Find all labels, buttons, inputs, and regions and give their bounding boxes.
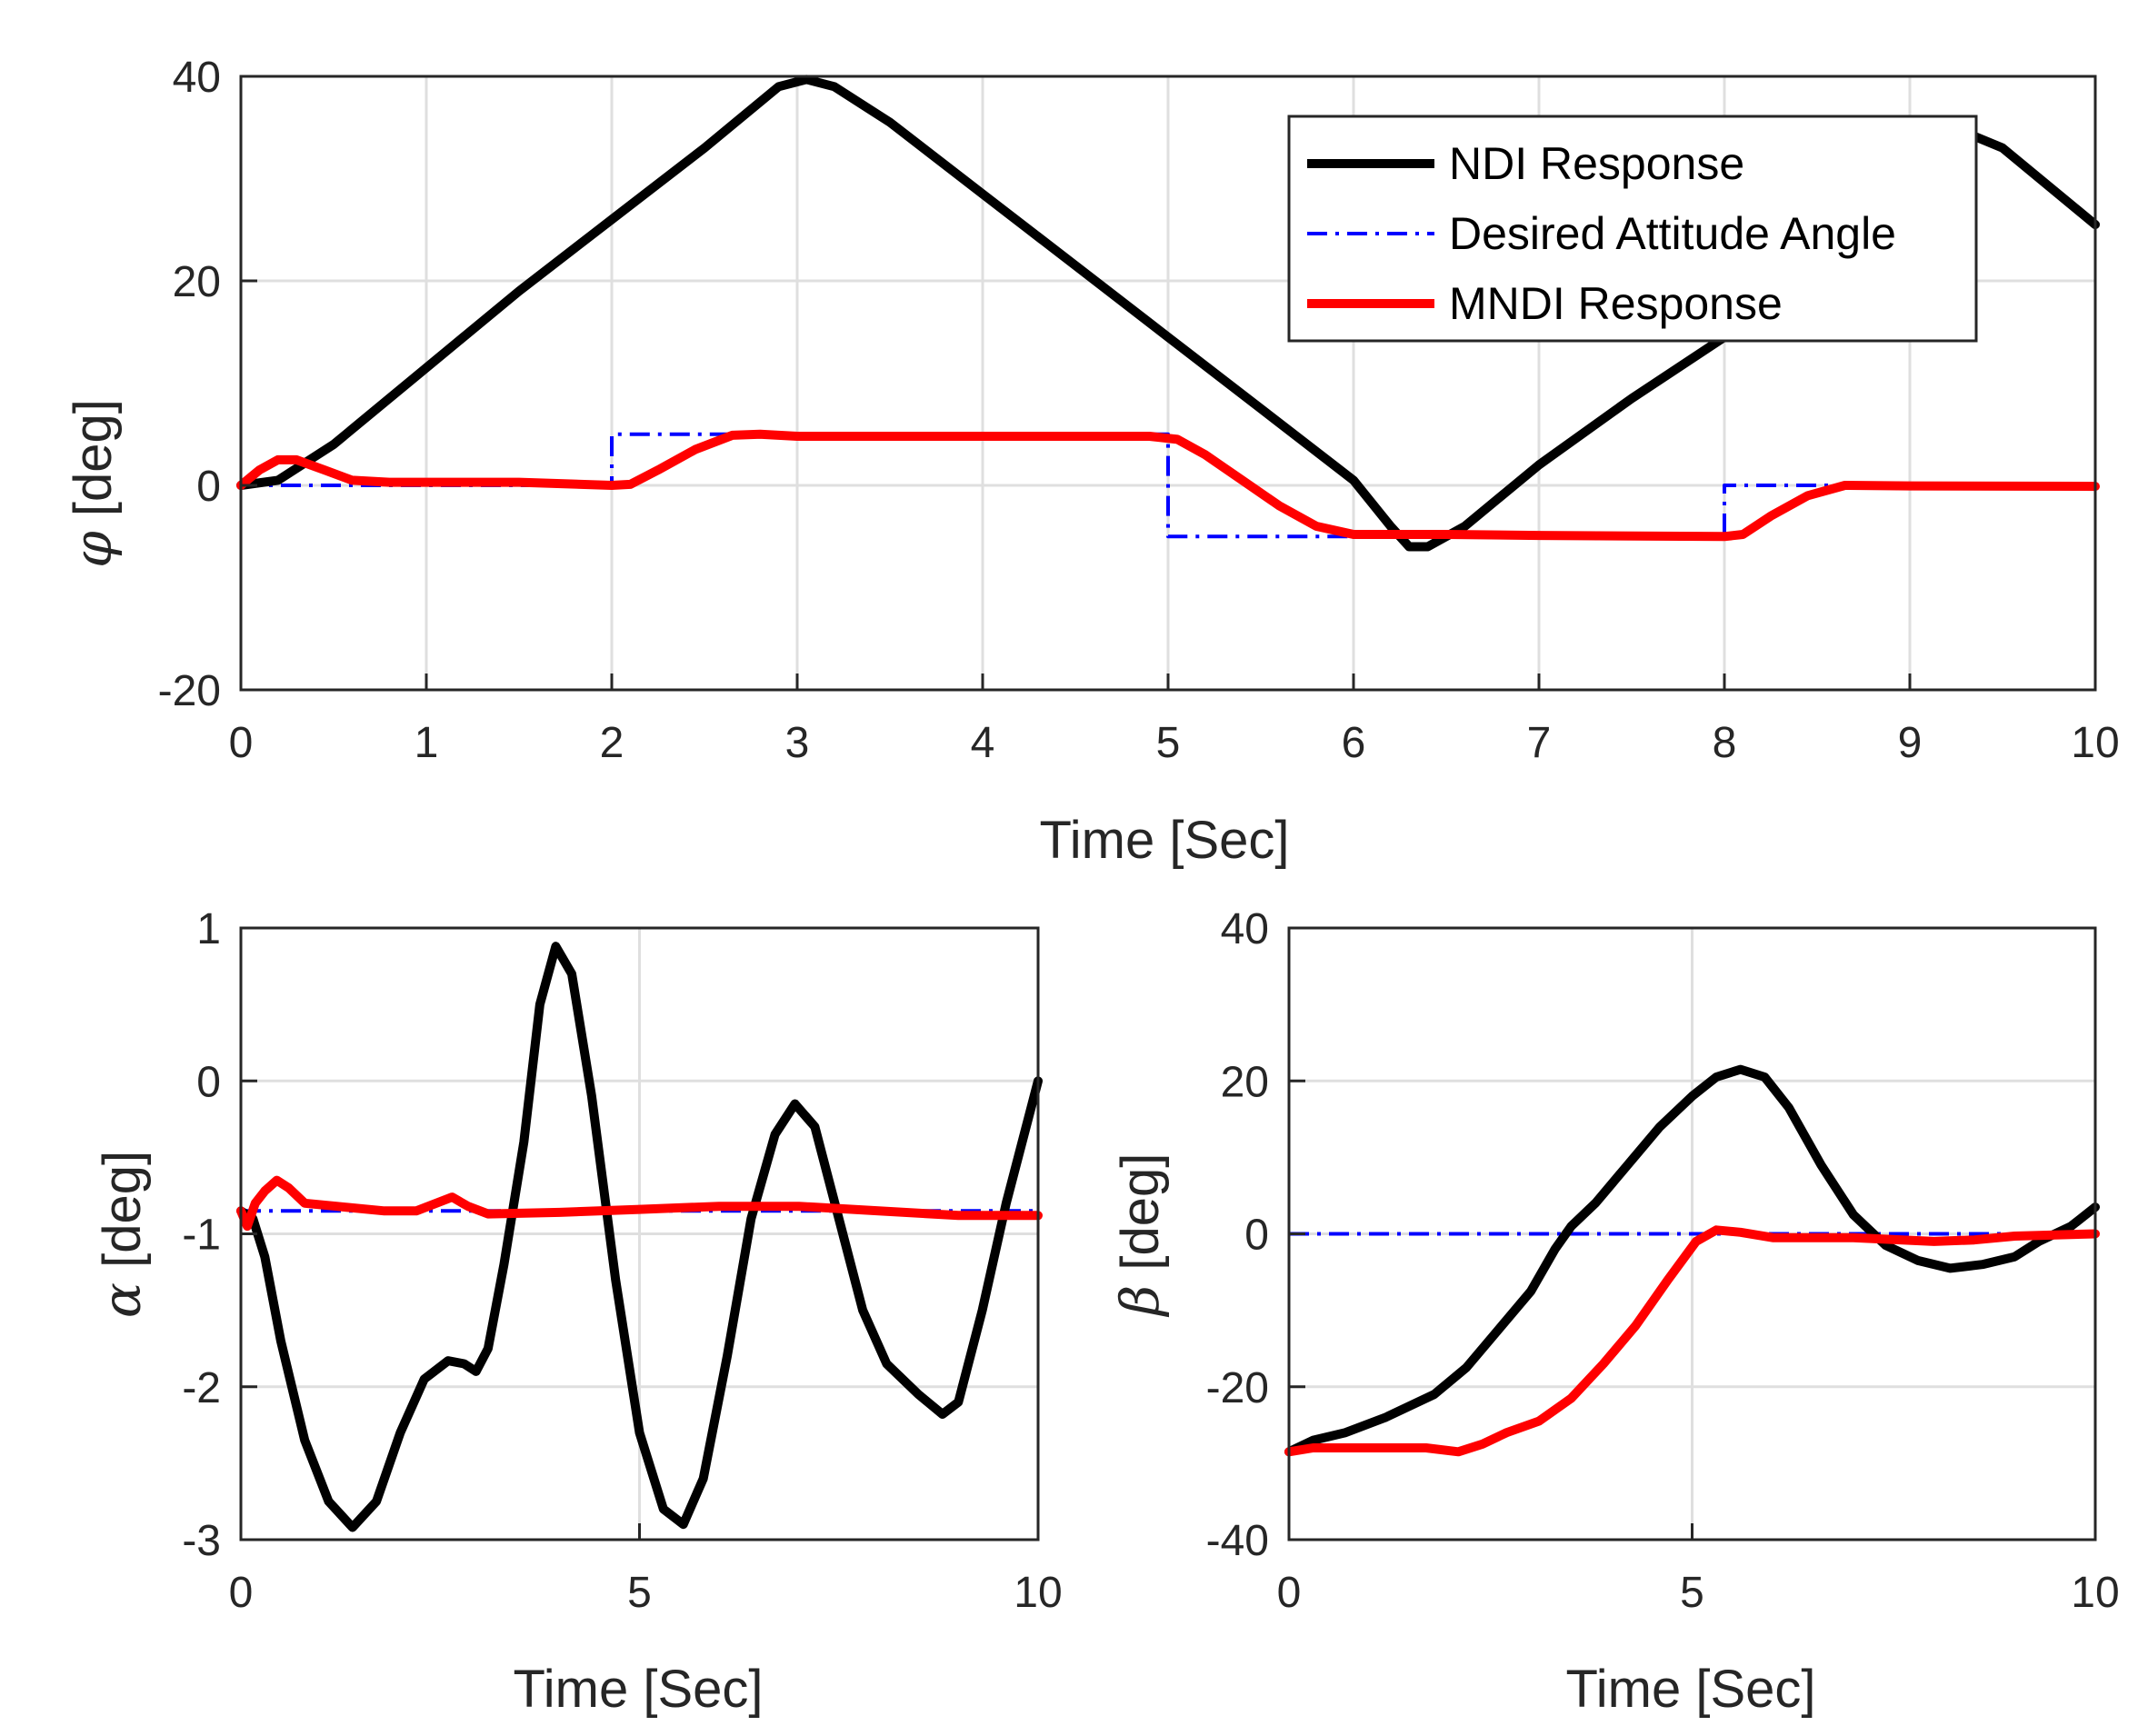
alpha-ytick-label-2: -1 [182,1212,221,1260]
svg-text:β [deg]: β [deg] [1109,1153,1171,1318]
beta-ytick-label-1: -20 [1206,1364,1269,1412]
beta-series-mndi [1284,1225,2100,1457]
phi-series-mndi [236,429,2100,542]
legend: NDI Response Desired Attitude Angle MNDI… [1287,115,1978,343]
phi-xtick-label-7: 7 [1527,719,1552,767]
beta-ylabel-symbol: β [1109,1285,1171,1318]
phi-series-ndi [236,75,2100,552]
phi-ytick-label-3: 40 [173,54,221,102]
phi-xtick-label-1: 1 [415,719,439,767]
alpha-ytick-label-3: 0 [196,1058,221,1106]
beta-ylabel: β [deg] [1109,1153,1171,1318]
beta-ytick-label-4: 40 [1221,905,1269,953]
phi-series-desired [241,432,2095,539]
beta-ytick-label-2: 0 [1244,1212,1269,1260]
beta-ytick-label-0: -40 [1206,1517,1269,1565]
beta-series-ndi [1284,1064,2100,1457]
phi-ylabel-unit: [deg] [64,399,123,516]
alpha-ylabel: α [deg] [91,1151,153,1318]
phi-xtick-label-2: 2 [600,719,624,767]
phi-xtick-label-10: 10 [2071,719,2119,767]
alpha-xlabel: Time [Sec] [513,1660,763,1719]
alpha-plot-area: 0 5 10 -3 -2 -1 0 1 [182,905,1062,1617]
legend-label-mndi: MNDI Response [1449,278,1783,329]
phi-ylabel: φ [deg] [62,399,124,568]
phi-ytick-label-0: -20 [158,667,221,715]
alpha-xtick-label-0: 0 [229,1569,254,1617]
alpha-series-ndi [236,942,1043,1532]
beta-ytick-label-3: 20 [1221,1058,1269,1106]
legend-label-ndi: NDI Response [1449,138,1744,189]
phi-xlabel: Time [Sec] [1039,811,1289,870]
phi-xtick-label-6: 6 [1342,719,1366,767]
svg-text:φ [deg]: φ [deg] [62,399,124,568]
phi-xtick-label-5: 5 [1156,719,1181,767]
beta-ylabel-unit: [deg] [1111,1153,1170,1271]
alpha-ylabel-symbol: α [91,1282,153,1318]
phi-xtick-label-8: 8 [1713,719,1737,767]
alpha-xtick-label-1: 5 [627,1569,652,1617]
phi-xtick-label-3: 3 [785,719,810,767]
phi-xtick-label-0: 0 [229,719,254,767]
phi-ytick-label-2: 20 [173,258,221,306]
phi-ylabel-symbol: φ [62,531,124,568]
beta-xlabel: Time [Sec] [1565,1660,1815,1719]
alpha-xtick-label-2: 10 [1014,1569,1062,1617]
alpha-series-mndi [236,1175,1043,1232]
legend-label-desired: Desired Attitude Angle [1449,208,1896,259]
alpha-ytick-label-4: 1 [196,905,221,953]
beta-xtick-label-0: 0 [1277,1569,1302,1617]
alpha-ylabel-unit: [deg] [93,1151,152,1268]
beta-xtick-label-1: 5 [1680,1569,1704,1617]
alpha-ytick-label-0: -3 [182,1517,221,1565]
phi-ytick-label-1: 0 [196,463,221,511]
phi-xtick-label-9: 9 [1898,719,1923,767]
svg-text:α [deg]: α [deg] [91,1151,153,1318]
beta-xtick-label-2: 10 [2071,1569,2119,1617]
beta-plot-area: 0 5 10 -40 -20 0 20 40 [1206,905,2120,1617]
alpha-ytick-label-1: -2 [182,1364,221,1412]
phi-xtick-label-4: 4 [971,719,995,767]
